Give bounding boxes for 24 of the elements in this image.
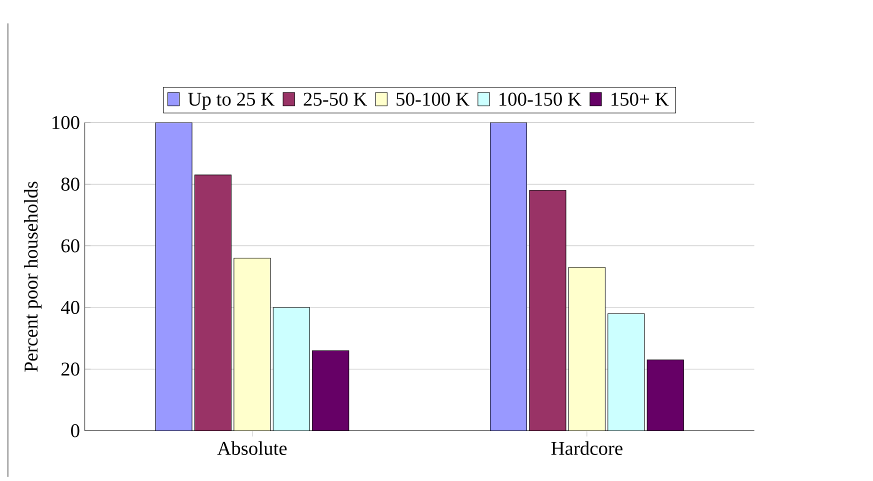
bar [194, 174, 232, 431]
legend-label: Up to 25 K [188, 92, 274, 110]
bar [646, 360, 684, 431]
y-tick-label: 60 [61, 239, 80, 252]
y-tick-label: 80 [61, 178, 80, 191]
y-tick-label: 0 [71, 424, 80, 438]
bar [568, 267, 606, 431]
legend-label: 100-150 K [500, 92, 582, 106]
y-axis-title: Percent poor households [24, 182, 42, 372]
bar [490, 122, 528, 431]
bar [529, 190, 566, 431]
bar [312, 350, 350, 431]
x-tick-label: Absolute [217, 441, 287, 455]
bar [155, 122, 192, 431]
y-tick-label: 40 [60, 300, 80, 314]
bar [272, 307, 310, 431]
legend-label: 150+ K [612, 92, 669, 106]
bar [234, 258, 271, 431]
bar [608, 313, 645, 431]
x-tick-label: Hardcore [551, 441, 622, 455]
legend-label: 50-100 K [396, 92, 470, 106]
y-tick-label: 100 [52, 116, 80, 130]
y-tick-label: 20 [61, 362, 80, 376]
legend-label: 25-50 K [304, 92, 368, 106]
